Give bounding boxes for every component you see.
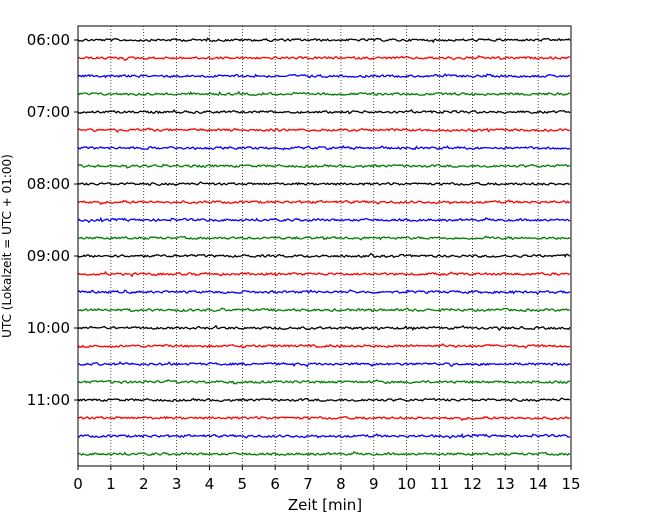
trace-line — [77, 360, 571, 368]
vertical-grid — [110, 26, 539, 466]
seismic-traces — [77, 37, 571, 457]
trace-line — [77, 343, 571, 349]
trace-line — [77, 252, 571, 259]
x-tick-label: 5 — [238, 475, 248, 493]
y-axis: 06:00 07:00 08:00 09:00 10:00 11:00 — [27, 31, 78, 409]
y-tick-label: 11:00 — [27, 391, 70, 409]
x-tick-label: 15 — [561, 475, 580, 493]
x-tick-label: 9 — [369, 475, 379, 493]
x-axis-label: Zeit [min] — [288, 496, 362, 514]
trace-line — [77, 415, 571, 422]
trace-line — [77, 307, 571, 313]
trace-line — [77, 73, 571, 79]
trace-line — [77, 90, 571, 97]
plot-frame — [77, 25, 572, 467]
trace-line — [77, 37, 571, 44]
trace-line — [77, 127, 571, 134]
trace-line — [77, 270, 571, 278]
x-tick-label: 4 — [205, 475, 215, 493]
x-tick-label: 12 — [463, 475, 482, 493]
x-tick-label: 8 — [336, 475, 346, 493]
trace-line — [77, 181, 571, 187]
x-tick-label: 13 — [496, 475, 515, 493]
x-tick-label: 0 — [73, 475, 83, 493]
y-tick-label: 10:00 — [27, 319, 70, 337]
trace-line — [77, 379, 571, 385]
trace-line — [77, 451, 571, 457]
trace-line — [77, 324, 571, 331]
x-tick-label: 2 — [139, 475, 149, 493]
y-tick-label: 07:00 — [27, 103, 70, 121]
trace-line — [77, 289, 571, 296]
x-tick-label: 14 — [529, 475, 548, 493]
trace-line — [77, 54, 571, 62]
trace-line — [77, 235, 571, 241]
y-axis-label: UTC (Lokalzeit = UTC + 01:00) — [0, 154, 14, 338]
x-tick-label: 1 — [106, 475, 116, 493]
trace-line — [77, 216, 571, 224]
x-tick-label: 6 — [270, 475, 280, 493]
y-tick-label: 08:00 — [27, 175, 70, 193]
x-tick-label: 7 — [303, 475, 313, 493]
trace-line — [77, 432, 571, 440]
trace-line — [77, 108, 571, 115]
y-tick-label: 06:00 — [27, 31, 70, 49]
y-tick-label: 09:00 — [27, 247, 70, 265]
trace-line — [77, 144, 571, 151]
x-tick-label: 11 — [430, 475, 449, 493]
trace-line — [77, 199, 571, 206]
x-tick-label: 3 — [172, 475, 182, 493]
x-tick-label: 10 — [397, 475, 416, 493]
trace-line — [77, 163, 571, 169]
trace-line — [77, 397, 571, 403]
x-axis: 0 1 2 3 4 5 6 7 8 9 10 11 12 13 14 15 — [73, 466, 581, 493]
